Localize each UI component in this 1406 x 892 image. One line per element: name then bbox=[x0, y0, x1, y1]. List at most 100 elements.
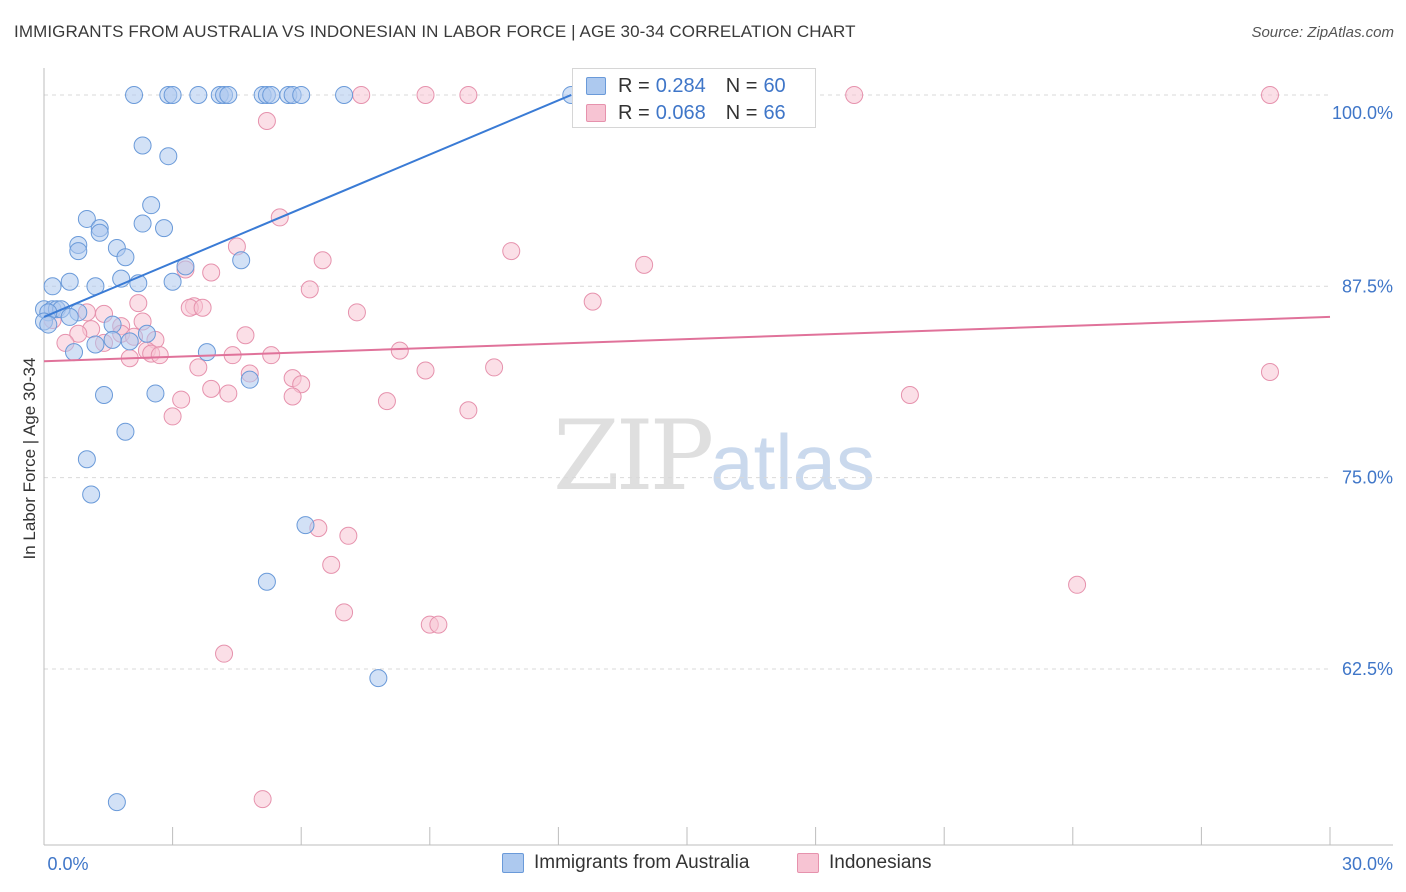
r-label: R = bbox=[618, 74, 650, 97]
n-value: 66 bbox=[763, 101, 786, 124]
y-tick-label: 100.0% bbox=[1332, 103, 1393, 123]
data-point bbox=[390, 341, 409, 360]
legend-item-indonesians[interactable]: Indonesians bbox=[797, 852, 931, 874]
data-point bbox=[69, 242, 88, 261]
n-label: N = bbox=[725, 74, 758, 97]
data-point bbox=[215, 644, 234, 663]
data-point bbox=[292, 375, 311, 394]
legend-label-australia: Immigrants from Australia bbox=[534, 852, 750, 873]
data-point bbox=[502, 242, 521, 261]
data-point bbox=[133, 214, 152, 233]
data-point bbox=[313, 251, 332, 270]
data-point bbox=[253, 790, 272, 809]
stats-row-australia: R = 0.284 N = 60 bbox=[573, 72, 786, 100]
data-point bbox=[236, 326, 255, 345]
data-point bbox=[1260, 85, 1279, 104]
n-label: N = bbox=[725, 101, 758, 124]
y-tick-label: 62.5% bbox=[1342, 659, 1393, 679]
data-point bbox=[197, 343, 216, 362]
series-australia bbox=[35, 85, 581, 812]
data-point bbox=[60, 272, 79, 291]
data-point bbox=[107, 793, 126, 812]
data-point bbox=[120, 332, 139, 351]
data-point bbox=[103, 315, 122, 334]
data-point bbox=[202, 263, 221, 282]
data-point bbox=[146, 384, 165, 403]
data-point bbox=[43, 277, 62, 296]
trend-line-australia bbox=[43, 94, 572, 318]
data-point bbox=[86, 335, 105, 354]
x-tick-label: 30.0% bbox=[1342, 854, 1393, 874]
data-point bbox=[232, 251, 251, 270]
y-axis-title: In Labor Force | Age 30-34 bbox=[20, 358, 39, 560]
data-point bbox=[116, 422, 135, 441]
data-point bbox=[429, 615, 448, 634]
data-point bbox=[635, 255, 654, 274]
data-point bbox=[125, 85, 144, 104]
legend-swatch-blue bbox=[502, 853, 524, 873]
data-point bbox=[262, 346, 281, 365]
data-point bbox=[240, 370, 259, 389]
data-point bbox=[296, 516, 315, 535]
data-point bbox=[133, 136, 152, 155]
data-point bbox=[65, 343, 84, 362]
r-value: 0.284 bbox=[655, 74, 706, 97]
legend-swatch-pink bbox=[797, 853, 819, 873]
stats-row-indonesians: R = 0.068 N = 66 bbox=[573, 99, 786, 127]
data-point bbox=[292, 85, 311, 104]
data-point bbox=[60, 307, 79, 326]
data-point bbox=[335, 85, 354, 104]
chart-title: IMMIGRANTS FROM AUSTRALIA VS INDONESIAN … bbox=[14, 22, 856, 41]
data-point bbox=[95, 385, 114, 404]
data-point bbox=[1068, 575, 1087, 594]
data-point bbox=[202, 379, 221, 398]
legend-swatch-pink bbox=[586, 104, 606, 122]
data-point bbox=[335, 603, 354, 622]
data-point bbox=[129, 294, 148, 313]
data-point bbox=[189, 85, 208, 104]
data-point bbox=[172, 390, 191, 409]
data-point bbox=[339, 526, 358, 545]
y-tick-label: 87.5% bbox=[1342, 276, 1393, 296]
data-point bbox=[322, 555, 341, 574]
x-tick-label: 0.0% bbox=[47, 854, 88, 874]
data-point bbox=[39, 315, 58, 334]
data-point bbox=[257, 111, 276, 130]
data-point bbox=[459, 85, 478, 104]
data-point bbox=[262, 85, 281, 104]
data-point bbox=[142, 196, 161, 215]
data-point bbox=[300, 280, 319, 299]
data-point bbox=[193, 298, 212, 317]
data-point bbox=[369, 669, 388, 688]
data-point bbox=[352, 85, 371, 104]
data-point bbox=[347, 303, 366, 322]
data-point bbox=[900, 385, 919, 404]
data-point bbox=[137, 324, 156, 343]
data-point bbox=[103, 330, 122, 349]
data-point bbox=[163, 85, 182, 104]
data-point bbox=[219, 85, 238, 104]
data-point bbox=[219, 384, 238, 403]
source-label: Source: ZipAtlas.com bbox=[1251, 24, 1394, 41]
data-point bbox=[90, 223, 109, 242]
data-point bbox=[116, 248, 135, 267]
data-point bbox=[163, 407, 182, 426]
data-point bbox=[150, 346, 169, 365]
data-point bbox=[377, 392, 396, 411]
series-legend: Immigrants from Australia Indonesians bbox=[0, 852, 1406, 878]
data-point bbox=[69, 324, 88, 343]
data-point bbox=[485, 358, 504, 377]
series-indonesians bbox=[43, 85, 1279, 809]
legend-item-australia[interactable]: Immigrants from Australia bbox=[502, 852, 749, 874]
data-point bbox=[416, 85, 435, 104]
r-value: 0.068 bbox=[655, 101, 706, 124]
n-value: 60 bbox=[763, 74, 786, 97]
data-point bbox=[416, 361, 435, 380]
data-point bbox=[77, 209, 96, 228]
data-point bbox=[159, 147, 178, 166]
legend-swatch-blue bbox=[586, 77, 606, 95]
data-point bbox=[155, 219, 174, 238]
trend-line-indonesians bbox=[43, 315, 1331, 363]
y-tick-label: 75.0% bbox=[1342, 468, 1393, 488]
